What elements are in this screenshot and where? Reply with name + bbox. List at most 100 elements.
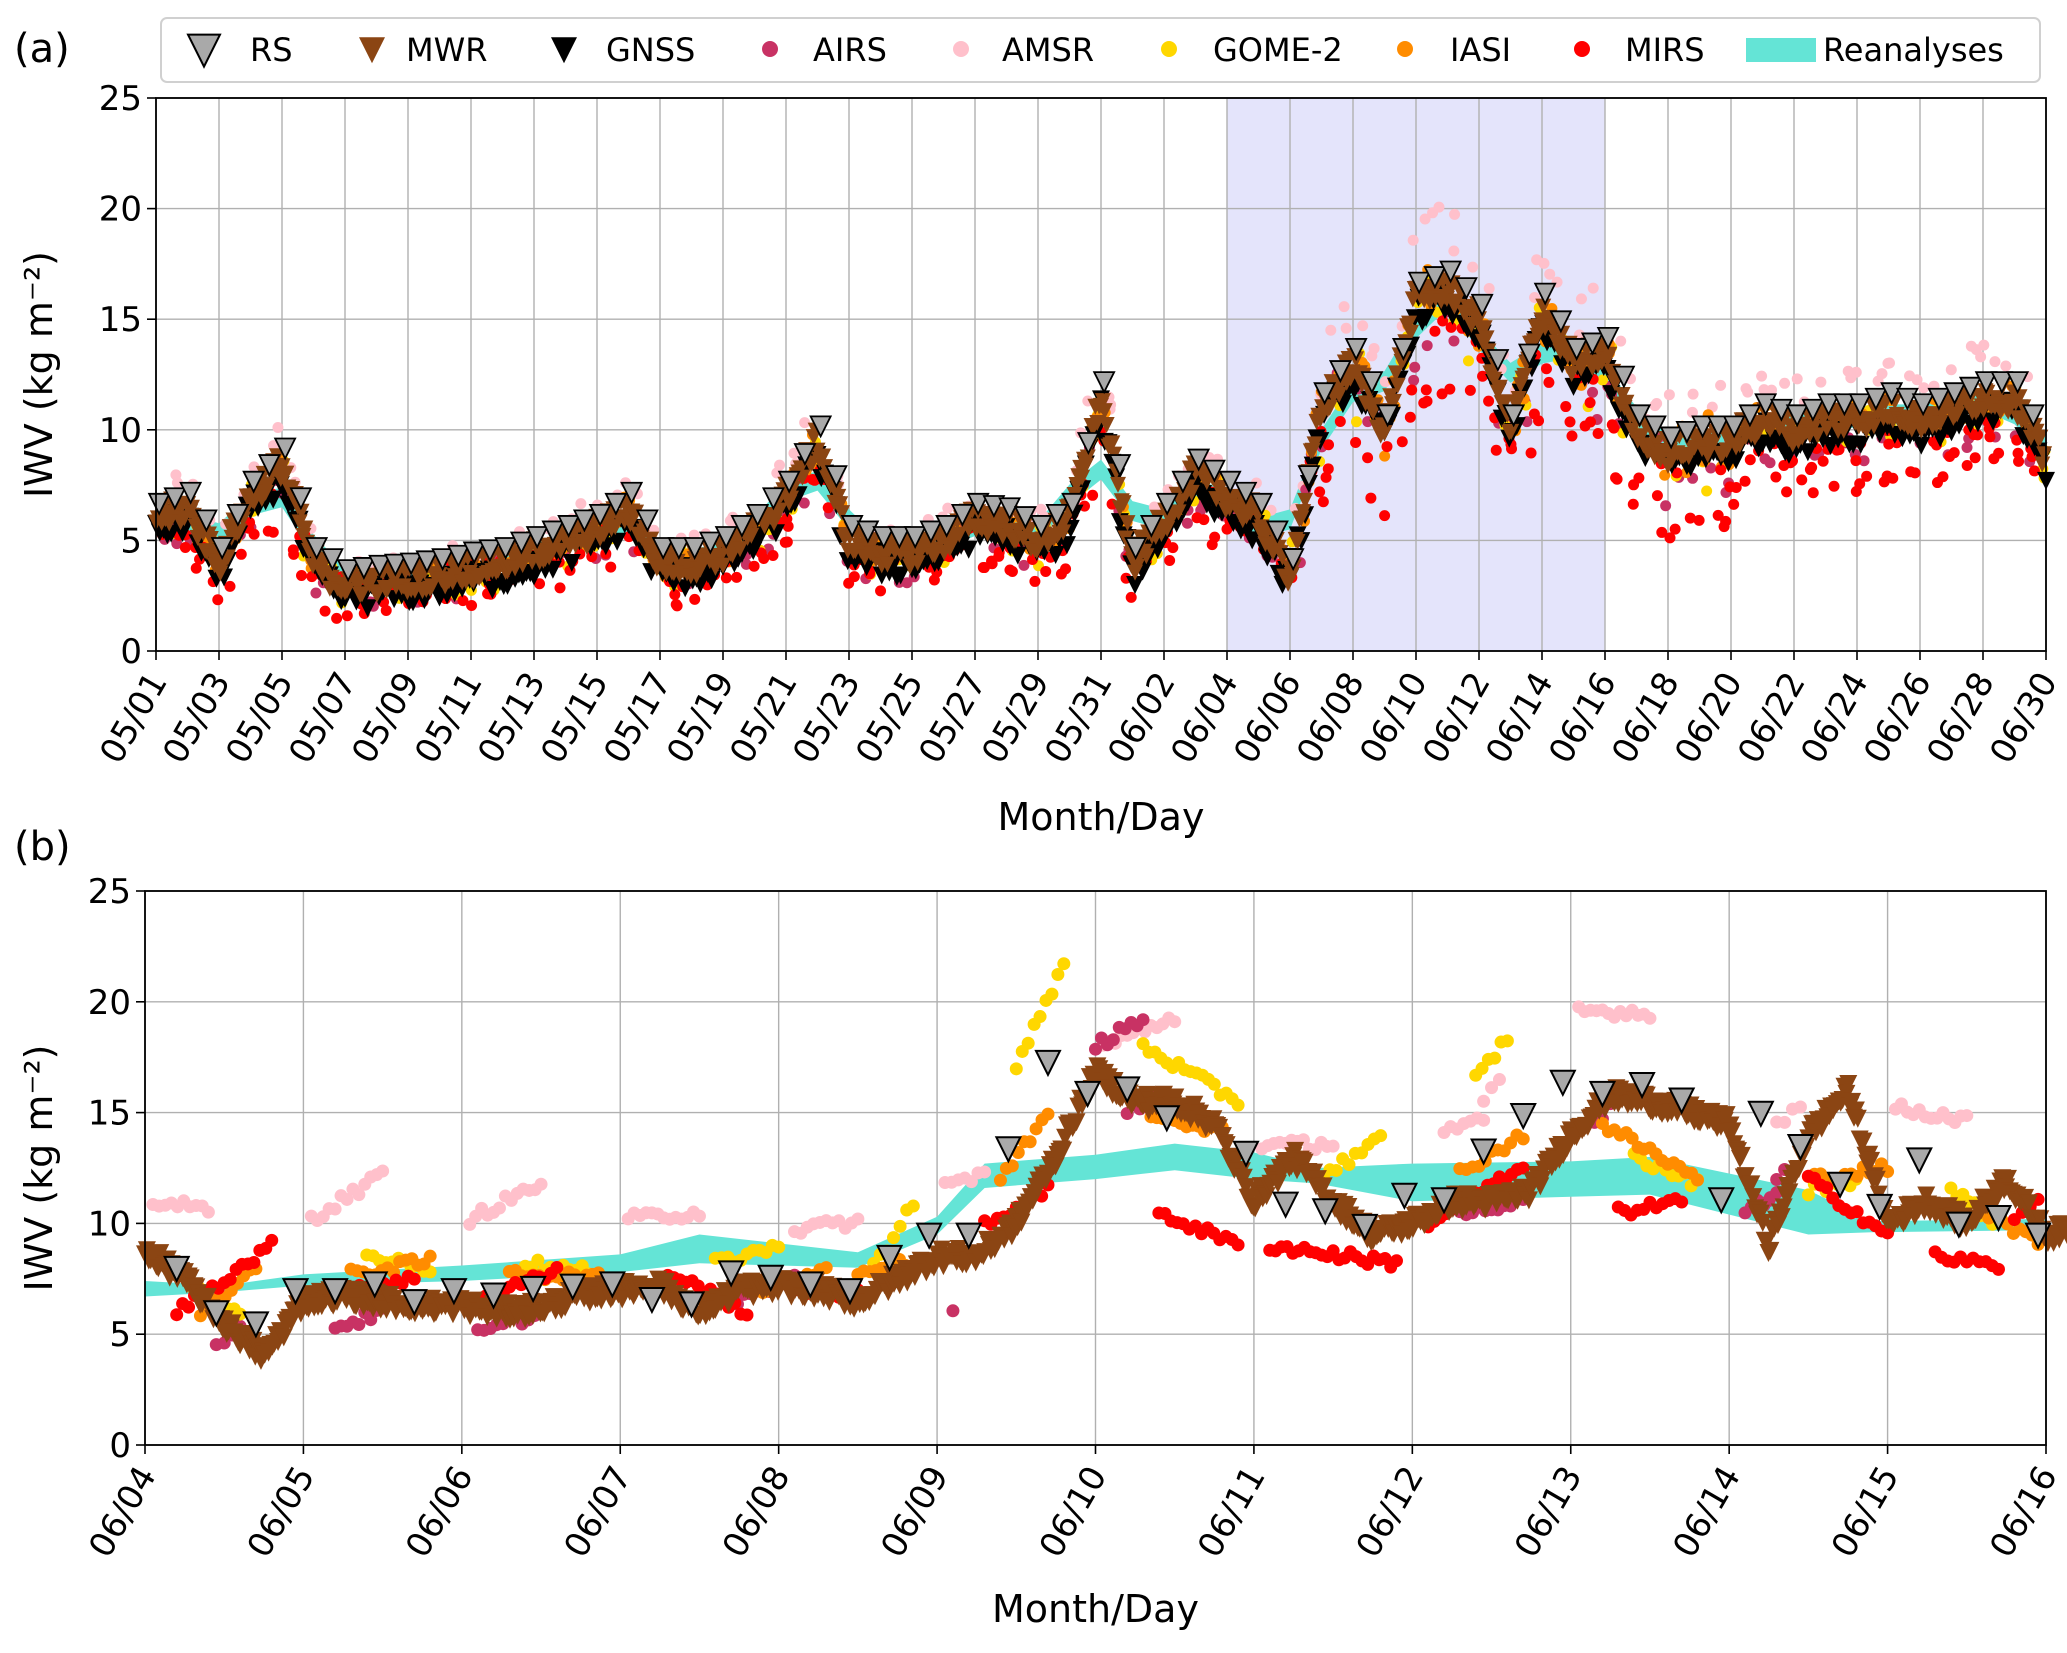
- rs-marker: [1360, 371, 1384, 395]
- legend: RS MWR GNSS AIRS AMSR GOME-2 IASI MIRS Reanalyse…: [160, 17, 2041, 83]
- rs-marker: [677, 1291, 706, 1319]
- mwr-marker: [834, 505, 851, 522]
- mwr-marker: [1491, 379, 1508, 396]
- y-tick-label: 5: [120, 521, 142, 561]
- mirs-legend-marker: [1574, 41, 1590, 57]
- mwr-marker: [1809, 427, 1826, 444]
- mwr-marker: [1295, 504, 1312, 521]
- mirs-point: [928, 574, 940, 586]
- rs-marker: [793, 443, 817, 467]
- rs-marker: [559, 1273, 587, 1301]
- mirs-point: [1418, 397, 1430, 409]
- rs-marker: [383, 553, 407, 577]
- y-tick-label: 20: [88, 983, 131, 1023]
- amsr-point: [1918, 382, 1930, 394]
- rs-marker: [1517, 343, 1541, 367]
- mwr-marker: [766, 514, 783, 531]
- mirs-point: [605, 561, 617, 573]
- gome-2-point: [1051, 967, 1065, 981]
- mwr-marker: [338, 583, 355, 600]
- gome-2-point: [906, 1199, 920, 1213]
- rs-marker: [1974, 371, 1998, 395]
- gome-2-point: [1329, 1163, 1343, 1177]
- mirs-point: [1675, 1195, 1689, 1209]
- mirs-point: [1317, 496, 1329, 508]
- mwr-marker: [1772, 1208, 1791, 1227]
- mwr-marker: [1055, 524, 1072, 541]
- airs-point: [798, 497, 810, 509]
- mirs-point: [1464, 384, 1476, 396]
- legend-label: MWR: [406, 31, 487, 69]
- mwr-marker: [909, 555, 926, 572]
- rs-marker: [1271, 1191, 1300, 1219]
- mwr-marker: [1516, 367, 1533, 384]
- rs-marker: [1691, 415, 1715, 439]
- mwr-marker: [1618, 394, 1635, 411]
- mwr-marker: [715, 557, 731, 574]
- mwr-marker: [783, 490, 800, 507]
- rs-marker: [950, 503, 974, 527]
- panel-label: (b): [14, 824, 71, 870]
- mwr-marker: [231, 523, 248, 540]
- mirs-point: [1778, 459, 1790, 471]
- mwr-marker: [1812, 1119, 1831, 1138]
- iasi-point: [1690, 1173, 1704, 1187]
- rs-marker: [1153, 1105, 1181, 1133]
- mirs-point: [1712, 509, 1724, 521]
- amsr-point: [1492, 1073, 1506, 1087]
- mwr-marker: [1297, 492, 1314, 509]
- legend-label: IASI: [1450, 31, 1511, 69]
- airs-point: [171, 538, 183, 550]
- mwr-marker: [1104, 435, 1121, 452]
- mwr-marker: [2031, 1210, 2050, 1229]
- mwr-marker: [905, 1268, 924, 1287]
- legend-item-mwr: MWR: [359, 31, 487, 69]
- rs-marker: [777, 470, 801, 494]
- mwr-marker: [1295, 1153, 1314, 1172]
- mirs-point: [1883, 438, 1895, 450]
- amsr-point: [1575, 293, 1587, 305]
- mirs-point: [1516, 1161, 1530, 1175]
- mirs-point: [1477, 370, 1489, 382]
- iasi-legend-marker: [1397, 41, 1413, 57]
- amsr-point: [1467, 261, 1479, 273]
- mirs-point: [1887, 472, 1899, 484]
- amsr-point: [1449, 208, 1461, 220]
- mwr-marker: [183, 499, 200, 516]
- mwr-marker: [1723, 1122, 1742, 1141]
- amsr-point: [1758, 384, 1770, 396]
- rs-marker: [1376, 404, 1400, 428]
- mirs-point: [1323, 439, 1335, 451]
- rs-marker: [494, 537, 518, 561]
- gnss-marker: [1046, 546, 1065, 565]
- rs-marker: [1390, 1182, 1419, 1211]
- rs-marker: [1423, 266, 1447, 290]
- airs-point: [1136, 1013, 1150, 1027]
- x-tick-label: 06/11: [1190, 1460, 1274, 1565]
- mwr-marker: [1306, 436, 1323, 453]
- mirs-point: [1948, 447, 1960, 459]
- mirs-point: [1322, 463, 1334, 475]
- rs-marker: [683, 537, 707, 561]
- rs-marker: [1076, 432, 1100, 455]
- mirs-point: [1627, 498, 1639, 510]
- mwr-marker: [1110, 476, 1127, 493]
- mwr-marker: [198, 1287, 217, 1306]
- gome-2-point: [1045, 987, 1059, 1001]
- rs-marker: [1155, 492, 1179, 516]
- rs-marker: [1549, 310, 1573, 334]
- y-tick-label: 15: [88, 1094, 131, 1134]
- mirs-point: [1579, 420, 1591, 432]
- gnss-marker: [1564, 377, 1583, 396]
- gnss-marker: [1984, 412, 2003, 431]
- gome-2-point: [1009, 1062, 1023, 1076]
- mwr-marker: [202, 530, 219, 547]
- mirs-point: [1040, 565, 1052, 577]
- amsr-point: [1960, 1109, 1974, 1123]
- mirs-point: [1404, 411, 1416, 423]
- rs-marker: [1113, 1076, 1141, 1104]
- mwr-marker: [1848, 1109, 1867, 1128]
- mirs-point: [781, 536, 793, 548]
- mirs-point: [1611, 473, 1623, 485]
- rs-marker: [1832, 393, 1856, 417]
